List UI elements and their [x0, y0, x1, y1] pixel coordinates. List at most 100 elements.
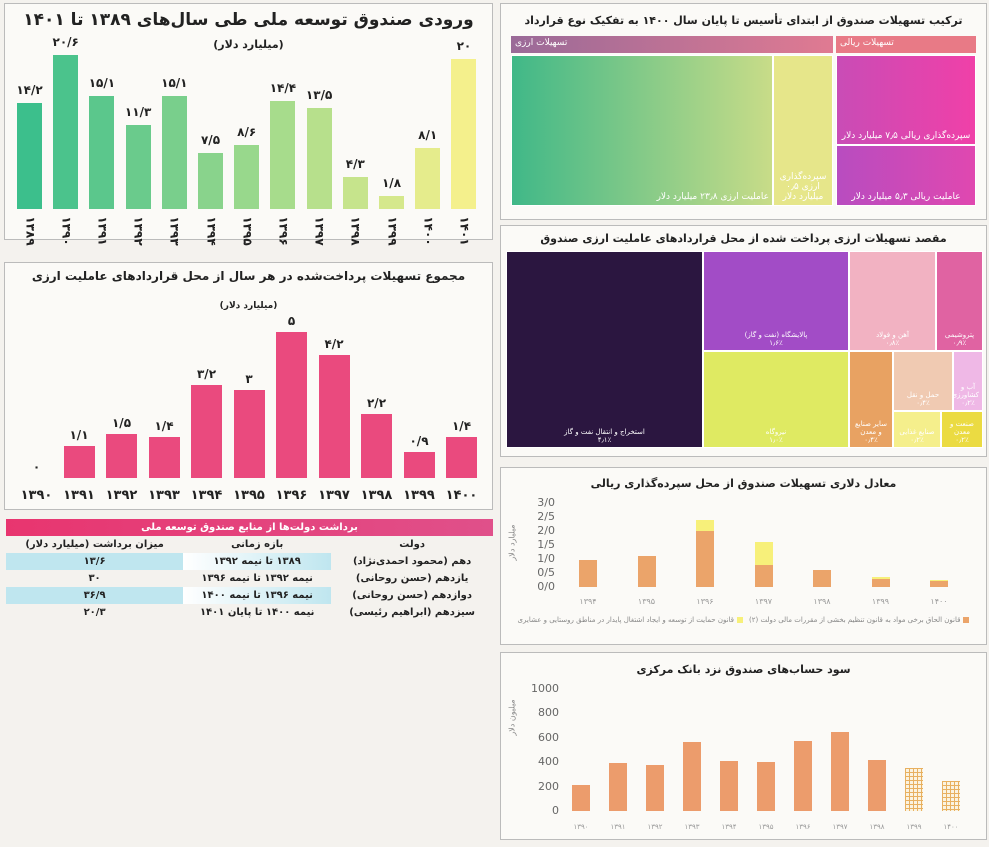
chart-title: معادل دلاری تسهیلات صندوق از محل سپرده‌گ… — [590, 477, 897, 490]
cell-value: ۰٫۲٪ — [961, 399, 975, 407]
block-label: عاملیت ارزی ۲۳٫۸ میلیارد دلار — [656, 192, 769, 202]
cell: نیمه ۱۳۹۶ تا نیمه ۱۴۰۰ — [183, 587, 332, 604]
tick-label: ۱۳۹۹ — [385, 216, 400, 246]
y-tick: 0/0 — [537, 580, 555, 593]
tick-label: ۱۳۹۰ — [20, 488, 53, 503]
legend-swatch — [737, 617, 744, 623]
cell-label: حمل و نقل — [906, 391, 940, 399]
block-label: عاملیت ریالی ۵٫۳ میلیارد دلار — [851, 192, 961, 202]
tick-label: ۱۳۹۳ — [167, 216, 182, 246]
rial-deposit-chart: معادل دلاری تسهیلات صندوق از محل سپرده‌گ… — [500, 467, 987, 645]
tick-label: ۱۳۹۶ — [276, 216, 291, 246]
cell: ۲۰/۳ — [83, 607, 106, 618]
header-amount: میزان برداشت (میلیارد دلار) — [25, 539, 164, 550]
tick-label: ۱۳۹۳ — [148, 488, 180, 503]
data-label: ۸/۶ — [237, 124, 257, 139]
tick-label: ۱۳۹۱ — [63, 488, 95, 503]
data-label: ۱۵/۱ — [88, 76, 116, 91]
cell-label: صنعت و معدن — [950, 420, 974, 436]
bar-segment — [930, 579, 948, 582]
bar — [446, 437, 477, 478]
tick-label: ۱۳۹۴ — [721, 823, 737, 831]
block-rial-deposit: سپرده‌گذاری ریالی ۷٫۵ میلیارد دلار — [836, 55, 976, 145]
y-tick: 0/5 — [537, 566, 555, 579]
table-row: دوازدهم (حسن روحانی) نیمه ۱۳۹۶ تا نیمه ۱۴… — [6, 587, 493, 604]
tick-label: ۱۴۰۰ — [421, 216, 436, 246]
cell-value: ۰٫۴٪ — [916, 399, 930, 407]
cell: ۱۳۸۹ تا نیمه ۱۳۹۲ — [183, 553, 332, 570]
tick-label: ۱۳۹۳ — [684, 823, 700, 831]
data-label: ۱۴/۴ — [269, 81, 297, 96]
block-label: سپرده‌گذاری ریالی ۷٫۵ میلیارد دلار — [841, 131, 971, 141]
chart-subtitle: (میلیارد دلار) — [219, 301, 278, 311]
cell: ۳۶/۹ — [6, 587, 184, 604]
treemap-cell: حمل و نقل ۰٫۴٪ — [893, 351, 953, 411]
tick-label: ۱۳۹۹ — [403, 488, 435, 503]
legend-item: قانون حمایت از توسعه و ایجاد اشتغال پاید… — [518, 616, 744, 624]
table-row: دهم (محمود احمدی‌نژاد) ۱۳۸۹ تا نیمه ۱۳۹۲ ۱… — [6, 553, 493, 570]
bar — [125, 124, 151, 209]
data-label: ۱/۵ — [111, 416, 132, 431]
central-bank-interest-chart: سود حساب‌های صندوق نزد بانک مرکزی میلیون… — [500, 652, 987, 840]
tick-label: ۱۳۹۹ — [906, 823, 922, 831]
bar — [831, 732, 849, 811]
cell-value: ۱٫۰٪ — [769, 436, 783, 444]
tick-label: ۱۳۹۴ — [204, 216, 219, 246]
group-header-rial: تسهیلات ریالی — [836, 36, 976, 53]
chart-title: مجموع تسهیلات پرداخت‌شده در هر سال از مح… — [31, 269, 466, 283]
header-government: دولت — [399, 539, 425, 550]
tick-label: ۱۳۹۷ — [754, 597, 773, 606]
table-row: یازدهم (حسن روحانی) نیمه ۱۳۹۲ تا نیمه ۱۳۹… — [6, 570, 493, 587]
bar-segment — [754, 542, 773, 565]
tick-label: ۱۳۹۵ — [637, 597, 656, 606]
tick-label: ۱۳۹۶ — [275, 488, 308, 503]
bar-segment — [579, 560, 597, 587]
cell-value: ۱٫۶٪ — [769, 339, 783, 347]
bar — [191, 384, 222, 478]
bar — [270, 101, 296, 209]
data-label: ۱/۴ — [154, 419, 174, 434]
bar — [161, 96, 187, 209]
y-tick: 1/5 — [537, 538, 555, 551]
data-label: ۰/۹ — [409, 433, 429, 448]
treemap-cell: صنایع غذایی ۰٫۲٪ — [893, 411, 941, 448]
cell: ۱۳/۶ — [6, 553, 184, 570]
bar — [646, 765, 664, 811]
tick-label: ۱۳۹۲ — [131, 216, 146, 246]
tick-label: ۱۳۹۸ — [360, 488, 393, 503]
bar-segment — [871, 578, 890, 587]
bar — [942, 781, 960, 811]
y-tick: 2/0 — [537, 524, 555, 537]
data-label: ۵ — [287, 314, 296, 328]
bar — [342, 176, 368, 209]
tick-label: ۱۳۹۱ — [95, 216, 110, 246]
tick-label: ۱۳۹۵ — [240, 216, 255, 246]
data-label: ۱۱/۳ — [124, 104, 152, 119]
treemap-cell: آهن و فولاد ۰٫۸٪ — [849, 251, 936, 351]
legend-swatch — [963, 617, 970, 623]
chart-title: ورودی صندوق توسعه ملی طی سال‌های ۱۳۸۹ تا… — [23, 10, 474, 30]
bar — [233, 390, 265, 478]
header-period: بازه زمانی — [231, 539, 284, 550]
tick-label: ۱۳۹۷ — [832, 823, 848, 831]
tick-label: ۱۳۹۲ — [647, 823, 663, 831]
bar — [234, 144, 260, 209]
cell-value: ۰٫۲٪ — [955, 436, 969, 444]
bar — [609, 763, 627, 811]
bar — [403, 451, 435, 478]
chart-title: سود حساب‌های صندوق نزد بانک مرکزی — [636, 663, 851, 676]
cell-label: پتروشیمی — [944, 331, 975, 339]
cell-label: نیروگاه — [765, 428, 787, 436]
bar — [276, 332, 307, 478]
bar-segment — [696, 531, 714, 587]
tick-label: ۱۳۹۰ — [59, 216, 74, 246]
tick-label: ۱۳۹۷ — [318, 488, 350, 503]
tick-label: ۱۳۹۴ — [190, 488, 223, 503]
y-tick: 2/5 — [537, 510, 555, 523]
tick-label: ۱۳۹۴ — [579, 597, 597, 606]
cell-label: آهن و فولاد — [876, 331, 909, 339]
tick-label: ۱۳۹۰ — [573, 823, 589, 831]
data-label: ۰ — [32, 460, 41, 474]
bar-segment — [871, 577, 890, 579]
tick-label: ۱۳۹۸ — [813, 597, 831, 606]
